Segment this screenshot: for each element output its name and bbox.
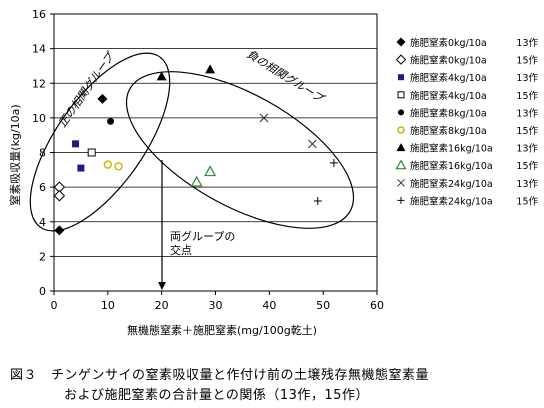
legend-label: 施肥窒素16kg/10a [410,160,493,172]
legend-year: 15作 [516,160,538,172]
y-tick-label: 2 [39,250,46,263]
legend-marker [397,91,405,99]
data-point [114,162,123,171]
x-axis-ticks: 0 10 20 30 40 50 60 [51,291,384,312]
y-tick-label: 4 [39,216,46,229]
legend-marker [398,109,404,116]
legend-year: 13作 [516,37,538,49]
gridlines [54,48,377,257]
positive-group-ellipse [29,52,171,232]
x-tick-label: 30 [209,299,223,312]
legend-label: 施肥窒素0kg/10a [410,37,487,49]
data-point [205,64,216,74]
data-point [308,139,317,149]
legend-label: 施肥窒素4kg/10a [410,90,487,102]
legend-marker [397,178,405,187]
legend-label: 施肥窒素0kg/10a [410,55,487,67]
x-axis-label: 無機態窒素＋施肥窒素(mg/100g乾土) [127,323,317,337]
legend-marker [398,74,404,81]
legend-label: 施肥窒素24kg/10a [410,195,493,207]
data-point [53,190,66,202]
y-tick-label: 14 [32,43,46,56]
legend-year: 15作 [516,195,538,207]
legend-label: 施肥窒素16kg/10a [410,143,493,155]
caption-text-1: チンゲンサイの窒素吸収量と作付け前の土壌残存無機態窒素量 [51,368,430,383]
y-tick-label: 16 [32,8,46,21]
x-tick-label: 10 [101,299,115,312]
legend-marker [397,196,405,204]
legend-year: 15作 [516,55,538,67]
x-tick-label: 20 [155,299,169,312]
legend-marker [395,54,407,65]
intersection-label-line1: 両グループの [170,229,235,243]
negative-group-label: 負の相関グループ [244,48,327,106]
data-point [97,93,108,104]
legend-year: 15作 [516,90,538,102]
legend-year: 13作 [516,72,538,84]
data-point [204,165,217,177]
intersection-label-line2: 交点 [170,243,192,257]
legend-year: 13作 [516,143,538,155]
negative-group-ellipse [125,71,355,229]
data-point [190,175,203,187]
legend-marker [395,159,407,170]
legend-marker [396,37,406,47]
data-point [103,160,113,169]
data-point [259,113,269,123]
legend-year: 13作 [516,178,538,190]
data-point [72,140,80,148]
x-tick-label: 40 [262,299,276,312]
x-tick-label: 0 [51,299,58,312]
legend-label: 施肥窒素4kg/10a [410,72,487,84]
data-point [54,225,65,236]
legend-label: 施肥窒素24kg/10a [410,178,493,190]
y-tick-label: 10 [32,112,46,125]
figure-caption-line2: および施肥窒素の合計量との関係（13作，15作） [64,388,369,403]
figure-label: 図３ [10,368,38,383]
y-axis-label: 窒素吸収量(kg/10a) [8,104,22,205]
y-tick-label: 0 [39,285,46,298]
legend-year: 15作 [516,125,538,137]
data-point [77,164,85,172]
y-tick-label: 6 [39,181,46,194]
legend-marker [396,143,406,152]
legend-year: 13作 [516,107,538,119]
y-tick-label: 12 [32,77,46,90]
x-tick-label: 50 [316,299,330,312]
x-tick-label: 60 [370,299,384,312]
data-point [329,158,338,167]
data-point [313,196,322,205]
data-point [87,148,96,157]
data-points [53,64,338,236]
data-point [156,71,167,81]
legend-label: 施肥窒素8kg/10a [410,107,487,119]
data-point [107,117,115,125]
figure-caption-line1: 図３ チンゲンサイの窒素吸収量と作付け前の土壌残存無機態窒素量 [10,364,429,383]
legend-label: 施肥窒素8kg/10a [410,125,487,137]
intersection-arrowhead [158,282,166,290]
legend-marker [397,126,405,134]
